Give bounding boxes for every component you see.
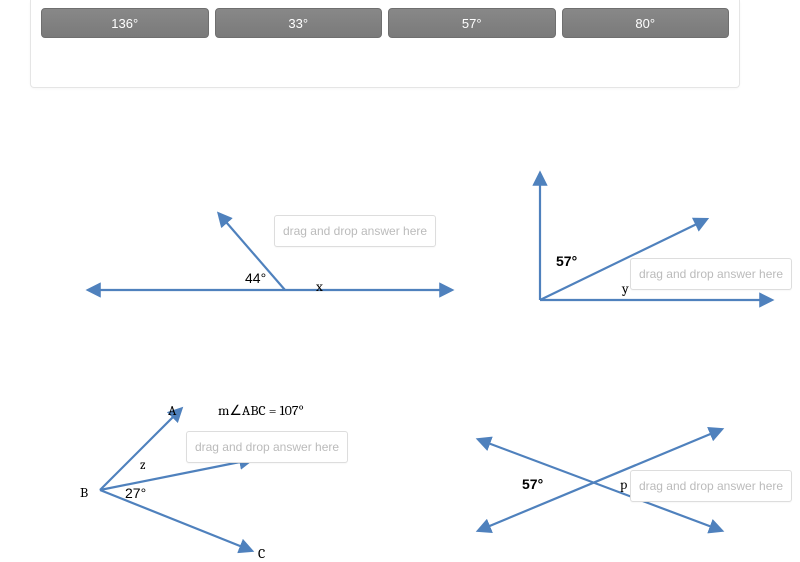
var-x: x (316, 278, 323, 295)
drop-target-x[interactable]: drag and drop answer here (274, 215, 436, 247)
diagram-complementary (500, 165, 790, 315)
label-57-top: 57° (556, 253, 577, 269)
answer-tile[interactable]: 57° (388, 8, 556, 38)
label-27: 27° (125, 485, 146, 501)
answer-tile-panel: 136° 33° 57° 80° (30, 0, 740, 88)
answer-tile[interactable]: 80° (562, 8, 730, 38)
drop-target-y[interactable]: drag and drop answer here (630, 258, 792, 290)
answer-tile[interactable]: 33° (215, 8, 383, 38)
var-z: z (140, 458, 146, 473)
var-p: p (620, 476, 627, 493)
diagram-angle-sum (70, 400, 370, 560)
label-57-bottom: 57° (522, 476, 543, 492)
point-C: C (258, 545, 265, 562)
drop-target-p[interactable]: drag and drop answer here (630, 470, 792, 502)
label-44: 44° (245, 270, 266, 286)
point-B: B (80, 484, 88, 501)
drop-target-z[interactable]: drag and drop answer here (186, 431, 348, 463)
var-y: y (622, 280, 629, 297)
answer-tile[interactable]: 136° (41, 8, 209, 38)
point-A: A (168, 402, 176, 419)
label-mABC: m∠ABC = 107° (218, 402, 304, 419)
